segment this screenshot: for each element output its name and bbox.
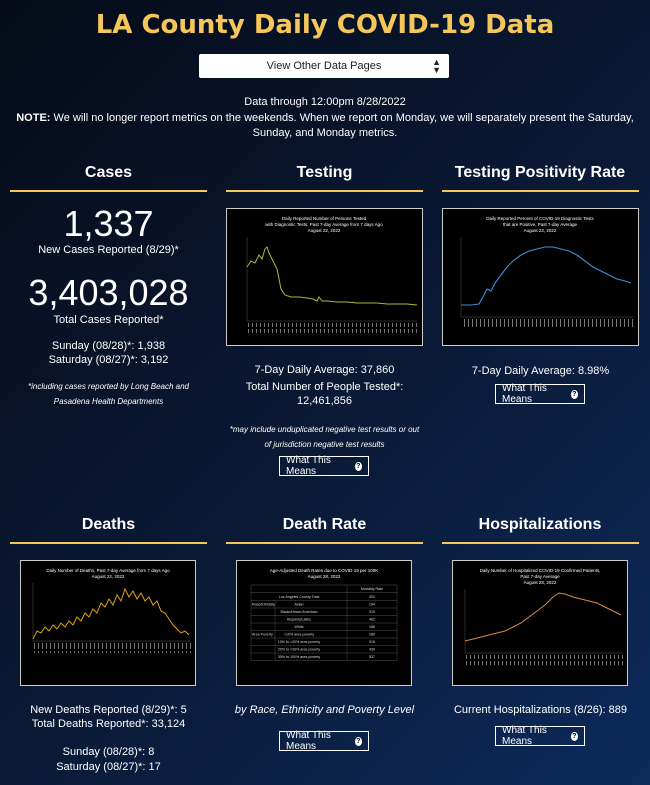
table-row-label: Hispanic/Latino: [287, 618, 312, 622]
testing-avg: 7-Day Daily Average: 37,860: [254, 364, 395, 376]
table-row-value: 186: [369, 625, 375, 629]
testing-button-label: What This Means: [286, 455, 331, 477]
question-icon: ?: [570, 731, 578, 741]
testing-chart-title: Daily Reported Number of Persons Tested w…: [265, 216, 383, 233]
table-row-value: 430: [369, 648, 375, 652]
positivity-title: Testing Positivity Rate: [454, 164, 626, 181]
data-through-text: Data through 12:00pm 8/28/2022: [244, 96, 406, 108]
deaths-chart-title: Daily Number of Deaths, Past 7-day Avera…: [46, 568, 170, 579]
table-row-label: <10% area poverty: [284, 633, 314, 637]
select-arrows-icon: ▲ ▼: [432, 57, 441, 75]
table-group-label: Race/Ethnicity: [252, 603, 275, 607]
table-row-label: 10% to <20% area poverty: [278, 640, 321, 644]
death-rate-rule: [226, 542, 423, 544]
hosp-x-ticks: [465, 655, 623, 665]
testing-x-ticks: [247, 323, 417, 333]
death-rate-what-this-means-button[interactable]: What This Means?: [279, 730, 369, 752]
positivity-chart-title: Daily Reported Percent of COVID-19 Diagn…: [486, 216, 594, 233]
deaths-new: New Deaths Reported (8/29)*: 5: [30, 704, 187, 716]
deaths-chart-svg: Daily Number of Deaths, Past 7-day Avera…: [32, 568, 191, 653]
testing-chart-thumbnail[interactable]: Daily Reported Number of Persons Tested w…: [226, 208, 423, 346]
testing-series-line: [246, 246, 418, 306]
hospitalizations-what-this-means-button[interactable]: What This Means?: [495, 725, 585, 747]
question-icon: ?: [354, 736, 362, 746]
table-header: Mortality Rate: [361, 587, 383, 591]
deaths-x-ticks: [33, 643, 191, 653]
table-row-label: Asian: [295, 603, 304, 607]
death-rate-chart-title: Age-Adjusted Death Rates due to COVID-19…: [270, 568, 379, 579]
cases-sunday: Sunday (08/28)*: 1,938: [51, 340, 166, 352]
deaths-sunday: Sunday (08/28)*: 8: [62, 746, 155, 758]
death-rate-caption: by Race, Ethnicity and Poverty Level: [234, 704, 415, 716]
deaths-rule: [10, 542, 207, 544]
testing-rule: [226, 190, 423, 192]
total-cases-label: Total Cases Reported*: [53, 314, 164, 326]
new-cases-label: New Cases Reported (8/29)*: [38, 244, 179, 256]
positivity-what-this-means-button[interactable]: What This Means?: [495, 383, 585, 405]
hosp-series-line: [464, 592, 622, 642]
positivity-series-line: [461, 246, 632, 306]
cases-rule: [10, 190, 207, 192]
table-row-label: 20% to <30% area poverty: [278, 648, 321, 652]
positivity-chart-svg: Daily Reported Percent of COVID-19 Diagn…: [460, 216, 633, 329]
table-row-value: 537: [369, 655, 375, 659]
testing-footnote: *may include unduplicated negative test …: [229, 425, 420, 449]
deaths-chart-thumbnail[interactable]: Daily Number of Deaths, Past 7-day Avera…: [20, 560, 196, 686]
hospitalizations-current: Current Hospitalizations (8/26): 889: [453, 704, 628, 716]
total-cases-count: 3,403,028: [28, 272, 189, 313]
testing-what-this-means-button[interactable]: What This Means?: [279, 455, 369, 477]
table-group-label: Area Poverty: [252, 633, 273, 637]
table-row-value: 180: [369, 633, 375, 637]
death-rate-table: Mortality Rate Los Angeles County Total 30…: [250, 584, 398, 661]
table-row-value: 310: [369, 610, 375, 614]
page-title: LA County Daily COVID-19 Data: [95, 10, 555, 40]
new-cases-count: 1,337: [63, 203, 154, 244]
table-row-label: 30% to 100% area poverty: [278, 655, 321, 659]
question-icon: ?: [354, 461, 362, 471]
question-icon: ?: [570, 389, 578, 399]
positivity-rule: [442, 190, 639, 192]
table-row-label: Black/African American: [281, 610, 318, 614]
cases-footnote: *including cases reported by Long Beach …: [28, 382, 189, 406]
table-total-label: Los Angeles County Total: [279, 595, 320, 599]
deaths-total: Total Deaths Reported*: 33,124: [31, 718, 186, 730]
positivity-x-ticks: [461, 319, 633, 329]
note-body: We will no longer report metrics on the …: [50, 112, 634, 139]
data-pages-select[interactable]: View Other Data Pages ▲ ▼: [199, 54, 449, 78]
hospitalizations-rule: [442, 542, 639, 544]
hospitalizations-chart-svg: Daily Number of Hospitalized COVID-19 Co…: [464, 568, 623, 665]
deaths-series-line: [32, 587, 190, 640]
testing-title: Testing: [296, 164, 353, 181]
positivity-avg: 7-Day Daily Average: 8.98%: [471, 365, 610, 377]
table-row-value: 462: [369, 618, 375, 622]
table-total-value: 302: [369, 595, 375, 599]
hosp-button-label: What This Means: [502, 725, 547, 747]
cases-title: Cases: [84, 164, 133, 181]
note-text: NOTE: We will no longer report metrics o…: [10, 111, 640, 141]
death-rate-button-label: What This Means: [286, 730, 331, 752]
death-rate-table-thumbnail[interactable]: Age-Adjusted Death Rates due to COVID-19…: [236, 560, 412, 686]
deaths-title: Deaths: [81, 516, 136, 533]
death-rate-title: Death Rate: [282, 516, 367, 533]
hospitalizations-chart-thumbnail[interactable]: Daily Number of Hospitalized COVID-19 Co…: [452, 560, 628, 686]
positivity-button-label: What This Means: [502, 383, 547, 405]
hospitalizations-chart-title: Daily Number of Hospitalized COVID-19 Co…: [480, 568, 601, 585]
select-label: View Other Data Pages: [266, 60, 382, 72]
death-rate-svg: Age-Adjusted Death Rates due to COVID-19…: [250, 568, 398, 661]
cases-saturday: Saturday (08/27)*: 3,192: [48, 354, 169, 366]
testing-total: Total Number of People Tested*: 12,461,8…: [245, 381, 404, 407]
table-row-value: 194: [369, 603, 375, 607]
testing-chart-svg: Daily Reported Number of Persons Tested w…: [246, 216, 418, 333]
note-label: NOTE:: [16, 112, 51, 124]
table-row-label: White: [294, 625, 303, 629]
hospitalizations-title: Hospitalizations: [478, 516, 602, 533]
table-row-value: 315: [369, 640, 375, 644]
positivity-chart-thumbnail[interactable]: Daily Reported Percent of COVID-19 Diagn…: [442, 208, 639, 346]
deaths-saturday: Saturday (08/27)*: 17: [56, 761, 161, 773]
